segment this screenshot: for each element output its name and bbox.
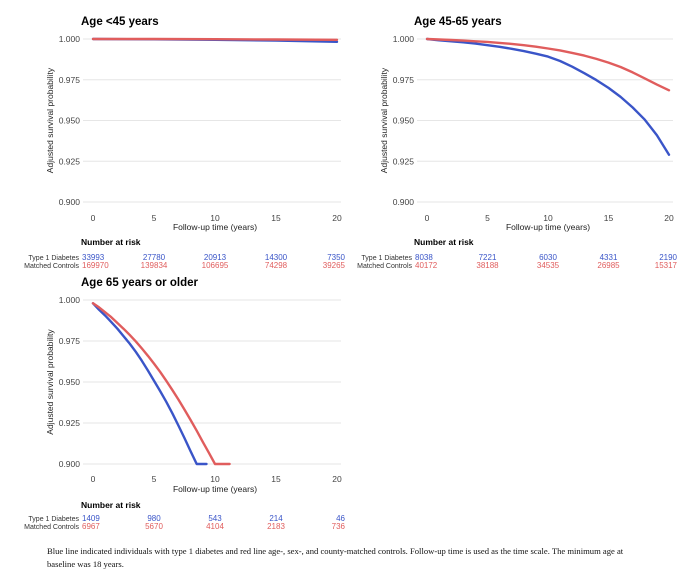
risk-value: 736 bbox=[332, 522, 346, 531]
risk-value: 2183 bbox=[267, 522, 285, 531]
risk-value: 6967 bbox=[82, 522, 100, 531]
risk-value: 5670 bbox=[145, 522, 163, 531]
risk-table-heading: Number at risk bbox=[414, 237, 474, 247]
series-line-controls bbox=[425, 37, 671, 92]
x-tick-label: 15 bbox=[271, 474, 281, 484]
chart-panel-1: Age <45 years 0.900 0.925 0.950 0.975 1.000 0 5… bbox=[24, 16, 345, 270]
figure-caption: Blue line indicated individuals with typ… bbox=[47, 546, 624, 569]
x-tick-label: 15 bbox=[271, 213, 281, 223]
chart-panel-3: Age 65 years or older 0.900 0.925 0.950 0.97… bbox=[24, 277, 345, 531]
y-tick-label: 1.000 bbox=[393, 34, 415, 44]
x-axis-title: Follow-up time (years) bbox=[173, 222, 257, 232]
risk-table-heading: Number at risk bbox=[81, 500, 141, 510]
risk-value: 169970 bbox=[82, 261, 109, 270]
y-tick-label: 0.975 bbox=[59, 336, 81, 346]
x-tick-label: 0 bbox=[425, 213, 430, 223]
y-tick-label: 0.950 bbox=[393, 116, 415, 126]
x-tick-label: 20 bbox=[664, 213, 674, 223]
chart-panel-2: Age 45-65 years 0.900 0.925 0.950 0.975 1.000… bbox=[357, 16, 677, 270]
risk-value: 1409 bbox=[82, 514, 100, 523]
risk-value: 139834 bbox=[141, 261, 168, 270]
x-tick-label: 0 bbox=[91, 213, 96, 223]
panel-title: Age 45-65 years bbox=[414, 16, 502, 28]
risk-row-label: Matched Controls bbox=[24, 263, 79, 270]
risk-value: 8038 bbox=[415, 253, 433, 262]
risk-row-label: Matched Controls bbox=[357, 263, 412, 270]
x-axis-title: Follow-up time (years) bbox=[173, 484, 257, 494]
series-line-diabetes bbox=[91, 302, 208, 466]
x-tick-label: 10 bbox=[210, 474, 220, 484]
x-tick-label: 5 bbox=[152, 213, 157, 223]
risk-value: 14300 bbox=[265, 253, 288, 262]
risk-value: 2190 bbox=[659, 253, 677, 262]
y-axis-title: Adjusted survival probability bbox=[45, 329, 55, 435]
x-tick-label: 0 bbox=[91, 474, 96, 484]
y-tick-label: 0.900 bbox=[59, 197, 81, 207]
risk-value: 33993 bbox=[82, 253, 105, 262]
series-line-diabetes bbox=[425, 37, 671, 156]
x-tick-label: 10 bbox=[543, 213, 553, 223]
risk-value: 4331 bbox=[600, 253, 618, 262]
risk-value: 74298 bbox=[265, 261, 288, 270]
risk-value: 7350 bbox=[327, 253, 345, 262]
risk-value: 20913 bbox=[204, 253, 227, 262]
risk-value: 38188 bbox=[476, 261, 499, 270]
risk-value: 27780 bbox=[143, 253, 166, 262]
risk-row-label: Type 1 Diabetes bbox=[28, 516, 79, 523]
y-axis-title: Adjusted survival probability bbox=[45, 67, 55, 173]
y-tick-label: 0.975 bbox=[59, 75, 81, 85]
risk-value: 46 bbox=[336, 514, 345, 523]
risk-value: 7221 bbox=[479, 253, 497, 262]
x-tick-label: 20 bbox=[332, 213, 342, 223]
risk-value: 543 bbox=[208, 514, 222, 523]
y-tick-label: 0.925 bbox=[393, 156, 415, 166]
risk-value: 106695 bbox=[202, 261, 229, 270]
risk-value: 34535 bbox=[537, 261, 560, 270]
risk-table-heading: Number at risk bbox=[81, 237, 141, 247]
risk-value: 15317 bbox=[655, 261, 678, 270]
risk-value: 980 bbox=[147, 514, 161, 523]
x-tick-label: 15 bbox=[604, 213, 614, 223]
panel-title: Age 65 years or older bbox=[81, 277, 198, 289]
y-tick-label: 0.975 bbox=[393, 75, 415, 85]
risk-value: 214 bbox=[269, 514, 283, 523]
x-tick-label: 5 bbox=[152, 474, 157, 484]
x-axis-title: Follow-up time (years) bbox=[506, 222, 590, 232]
risk-row-label: Type 1 Diabetes bbox=[28, 255, 79, 262]
x-tick-label: 5 bbox=[485, 213, 490, 223]
risk-value: 26985 bbox=[597, 261, 620, 270]
risk-value: 6030 bbox=[539, 253, 557, 262]
y-tick-label: 0.950 bbox=[59, 116, 81, 126]
y-tick-label: 0.925 bbox=[59, 418, 81, 428]
y-tick-label: 0.950 bbox=[59, 377, 81, 387]
y-tick-label: 0.900 bbox=[393, 197, 415, 207]
series-line-controls bbox=[91, 302, 231, 466]
risk-value: 4104 bbox=[206, 522, 224, 531]
y-tick-label: 1.000 bbox=[59, 34, 81, 44]
y-tick-label: 0.900 bbox=[59, 459, 81, 469]
risk-value: 40172 bbox=[415, 261, 438, 270]
y-tick-label: 1.000 bbox=[59, 295, 81, 305]
risk-row-label: Matched Controls bbox=[24, 524, 79, 531]
y-axis-title: Adjusted survival probability bbox=[379, 67, 389, 173]
y-tick-label: 0.925 bbox=[59, 156, 81, 166]
risk-row-label: Type 1 Diabetes bbox=[361, 255, 412, 262]
series-line-controls bbox=[91, 37, 339, 41]
panel-title: Age <45 years bbox=[81, 16, 159, 28]
x-tick-label: 20 bbox=[332, 474, 342, 484]
risk-value: 39265 bbox=[323, 261, 346, 270]
x-tick-label: 10 bbox=[210, 213, 220, 223]
